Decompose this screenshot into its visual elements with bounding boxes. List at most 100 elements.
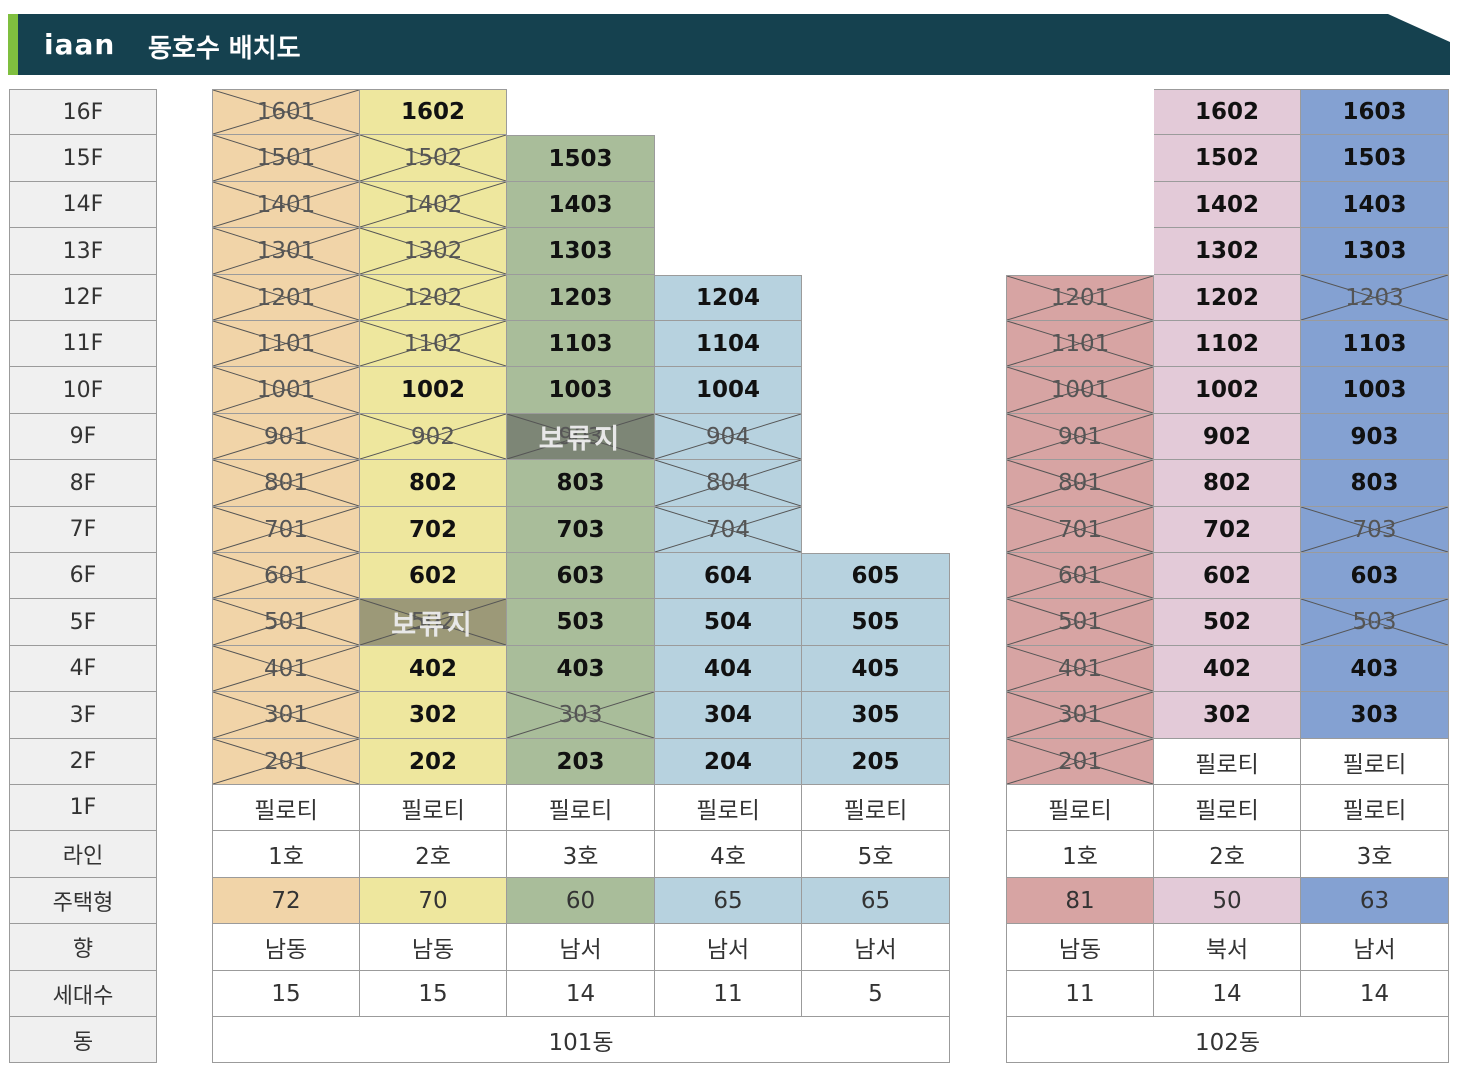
unit-number: 1002	[1194, 377, 1259, 403]
unit-number: 필로티	[548, 797, 613, 824]
unit-cell[interactable]: 303	[1301, 692, 1449, 739]
unit-cell[interactable]: 1104	[655, 321, 802, 367]
unit-cell[interactable]: 405	[802, 646, 950, 692]
unit-cell: 401	[212, 646, 360, 692]
unit-cell[interactable]: 605	[802, 553, 950, 599]
info-count-text: 15	[271, 980, 301, 1007]
unit-cell[interactable]: 1102	[1154, 321, 1301, 367]
unit-cell[interactable]: 902	[1154, 414, 1301, 460]
unit-cell[interactable]: 505	[802, 599, 950, 646]
unit-cell[interactable]: 702	[360, 507, 507, 553]
unit-number: 1201	[256, 284, 316, 311]
unit-cell[interactable]: 1204	[655, 275, 802, 321]
unit-cell[interactable]: 1602	[1154, 89, 1301, 135]
unit-cell[interactable]: 1603	[1301, 89, 1449, 135]
unit-number: 1503	[548, 145, 613, 172]
unit-cell[interactable]: 403	[507, 646, 655, 692]
unit-cell: 필로티	[360, 785, 507, 831]
unit-cell[interactable]: 1403	[1301, 182, 1449, 228]
unit-cell[interactable]: 1003	[507, 367, 655, 414]
unit-cell[interactable]: 305	[802, 692, 950, 739]
unit-cell[interactable]: 1602	[360, 89, 507, 135]
row-label: 향	[9, 924, 157, 971]
unit-number: 201	[1058, 748, 1102, 775]
unit-cell[interactable]: 402	[360, 646, 507, 692]
row-label: 2F	[9, 739, 157, 785]
unit-cell[interactable]: 802	[1154, 460, 1301, 507]
unit-cell[interactable]: 603	[1301, 553, 1449, 599]
row-label: 3F	[9, 692, 157, 739]
unit-number: 1003	[1342, 377, 1407, 403]
unit-cell: 701	[1006, 507, 1154, 553]
unit-cell[interactable]: 702	[1154, 507, 1301, 553]
row-label: 라인	[9, 831, 157, 878]
unit-cell[interactable]: 803	[507, 460, 655, 507]
unit-cell[interactable]: 1002	[360, 367, 507, 414]
unit-cell[interactable]: 1502	[1154, 135, 1301, 182]
unit-cell: 704	[655, 507, 802, 553]
unit-cell: 503	[1301, 599, 1449, 646]
info-line-text: 1호	[1062, 844, 1098, 870]
unit-cell[interactable]: 502	[1154, 599, 1301, 646]
unit-cell[interactable]: 802	[360, 460, 507, 507]
unit-cell[interactable]: 903	[1301, 414, 1449, 460]
unit-number: 703	[1352, 516, 1397, 543]
reserved-label: 보류지	[538, 424, 623, 455]
unit-number: 904	[706, 423, 750, 450]
unit-cell[interactable]: 604	[655, 553, 802, 599]
unit-number: 1101	[1050, 330, 1110, 357]
unit-cell[interactable]: 504	[655, 599, 802, 646]
unit-cell[interactable]: 302	[360, 692, 507, 739]
info-direction: 남서	[507, 924, 655, 971]
unit-cell[interactable]: 1004	[655, 367, 802, 414]
unit-cell[interactable]: 404	[655, 646, 802, 692]
brand-logo: iaan	[44, 28, 116, 61]
unit-cell[interactable]: 703	[507, 507, 655, 553]
row-label-text: 2F	[69, 749, 97, 774]
unit-number: 303	[1350, 702, 1399, 728]
unit-number: 1303	[1342, 238, 1407, 264]
unit-number: 602	[408, 562, 457, 589]
info-type-text: 60	[565, 887, 596, 914]
unit-number: 902	[1202, 423, 1251, 450]
unit-cell[interactable]: 203	[507, 739, 655, 785]
unit-cell[interactable]: 403	[1301, 646, 1449, 692]
unit-cell[interactable]: 304	[655, 692, 802, 739]
unit-cell[interactable]: 1503	[507, 135, 655, 182]
unit-cell[interactable]: 202	[360, 739, 507, 785]
unit-cell[interactable]: 402	[1154, 646, 1301, 692]
unit-cell[interactable]: 1302	[1154, 228, 1301, 275]
unit-cell[interactable]: 602	[360, 553, 507, 599]
unit-number: 702	[1202, 516, 1251, 543]
info-line-text: 2호	[1209, 844, 1245, 870]
unit-cell[interactable]: 1503	[1301, 135, 1449, 182]
unit-cell[interactable]: 1002	[1154, 367, 1301, 414]
unit-number: 701	[264, 516, 308, 543]
unit-cell[interactable]: 1103	[507, 321, 655, 367]
unit-number: 1502	[1194, 145, 1259, 171]
unit-cell[interactable]: 602	[1154, 553, 1301, 599]
unit-cell[interactable]: 603	[507, 553, 655, 599]
unit-cell[interactable]: 1103	[1301, 321, 1449, 367]
row-label-text: 16F	[62, 99, 104, 125]
unit-cell[interactable]: 204	[655, 739, 802, 785]
unit-number: 필로티	[401, 797, 465, 824]
info-line-text: 2호	[415, 844, 451, 870]
unit-cell[interactable]: 205	[802, 739, 950, 785]
unit-cell[interactable]: 1402	[1154, 182, 1301, 228]
unit-cell[interactable]: 1202	[1154, 275, 1301, 321]
unit-number: 1303	[548, 238, 613, 264]
unit-cell[interactable]: 503	[507, 599, 655, 646]
info-line-text: 4호	[710, 844, 746, 870]
unit-cell: 필로티	[1006, 785, 1154, 831]
unit-number: 601	[1058, 562, 1102, 589]
info-count-text: 11	[1065, 980, 1095, 1007]
unit-cell[interactable]: 302	[1154, 692, 1301, 739]
unit-cell[interactable]: 1303	[1301, 228, 1449, 275]
unit-cell[interactable]: 1303	[507, 228, 655, 275]
unit-cell[interactable]: 1403	[507, 182, 655, 228]
info-line-text: 3호	[562, 844, 599, 870]
unit-cell[interactable]: 1003	[1301, 367, 1449, 414]
unit-cell[interactable]: 803	[1301, 460, 1449, 507]
unit-cell[interactable]: 1203	[507, 275, 655, 321]
